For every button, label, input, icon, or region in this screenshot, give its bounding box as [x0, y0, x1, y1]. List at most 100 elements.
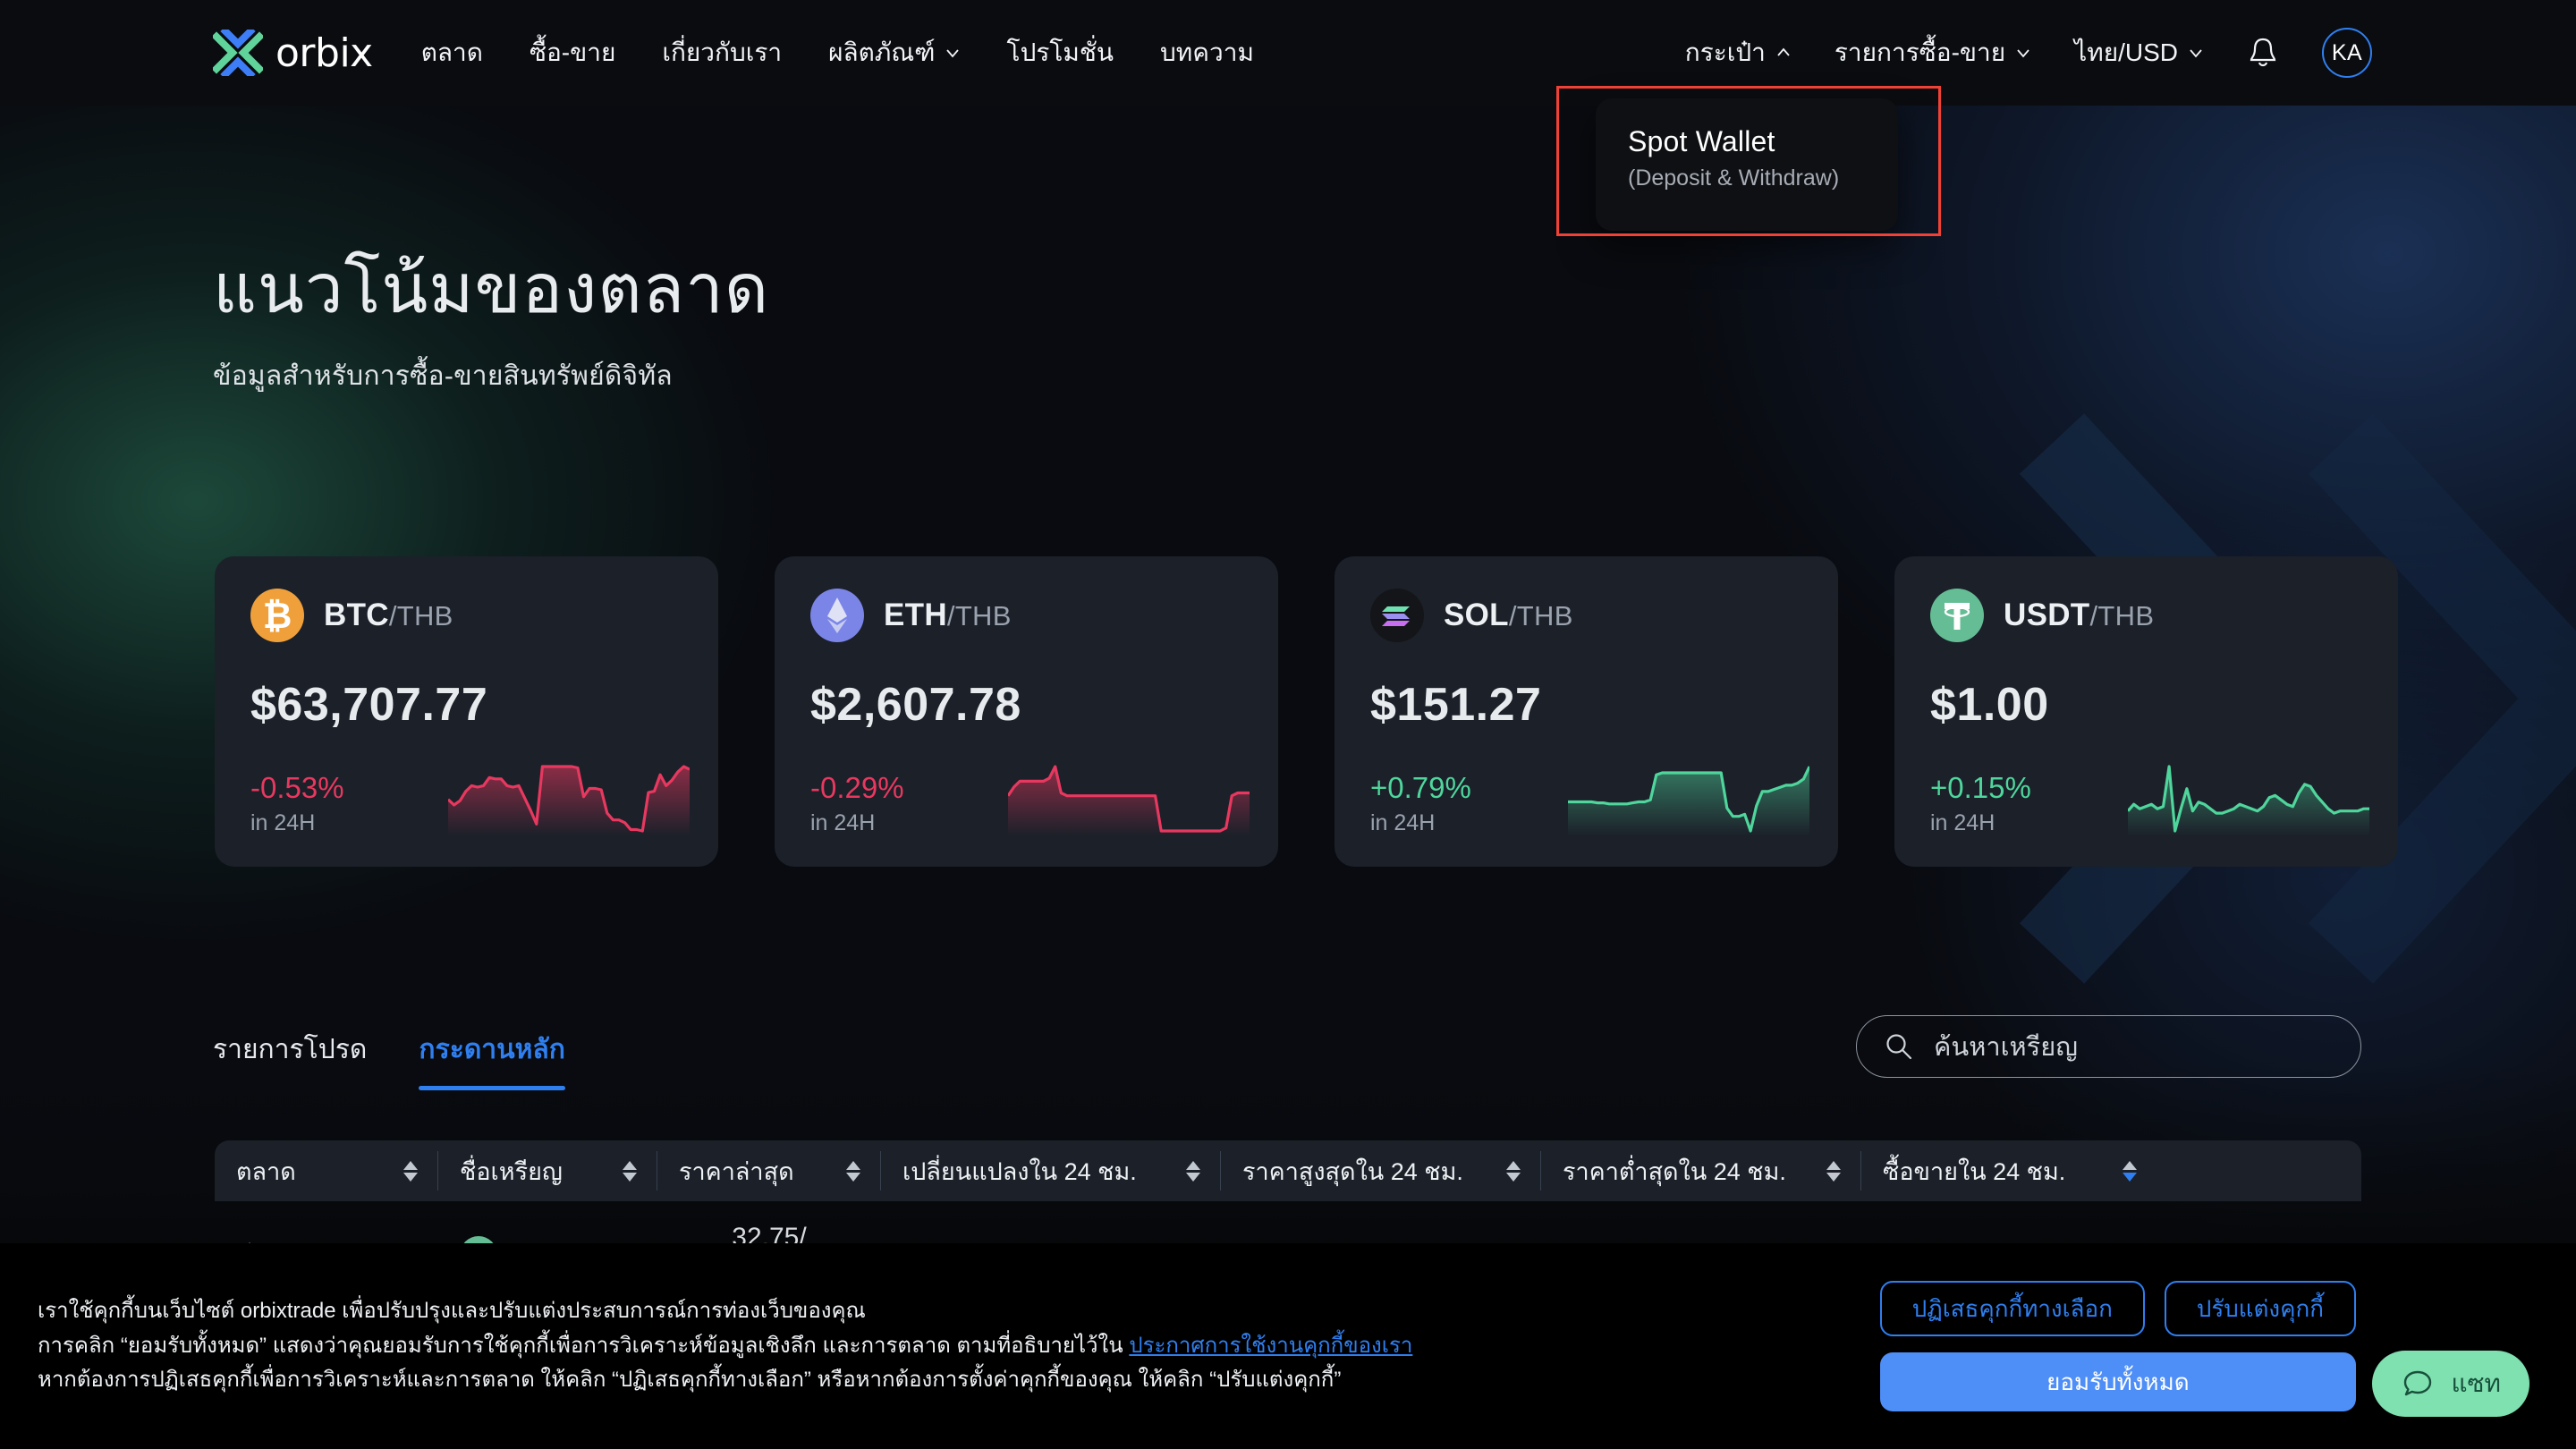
wallet-menu-label: กระเป๋า — [1684, 38, 1766, 66]
wallet-dropdown-panel: Spot Wallet (Deposit & Withdraw) — [1596, 98, 1898, 231]
price-card-btc[interactable]: ₿ BTC/THB $63,707.77 -0.53% in 24H — [215, 556, 718, 867]
nav-item-about[interactable]: เกี่ยวกับเรา — [662, 33, 782, 72]
sort-arrows[interactable] — [403, 1160, 418, 1182]
nav-item-label: ตลาด — [420, 38, 483, 66]
hero-section: แนวโน้มของตลาด ข้อมูลสำหรับการซื้อ-ขายสิ… — [213, 247, 769, 397]
nav-item-label: ซื้อ-ขาย — [529, 38, 616, 66]
column-header-last-price[interactable]: ราคาล่าสุด — [657, 1151, 881, 1191]
sort-arrows[interactable] — [623, 1160, 637, 1182]
column-header-market[interactable]: ตลาด — [215, 1151, 438, 1191]
cookie-line-2: การคลิก “ยอมรับทั้งหมด” แสดงว่าคุณยอมรับ… — [38, 1329, 1412, 1364]
chat-bubble-icon — [2404, 1370, 2432, 1396]
nav-item-articles[interactable]: บทความ — [1160, 33, 1254, 72]
sparkline-chart — [448, 765, 690, 836]
nav-item-products[interactable]: ผลิตภัณฑ์ — [828, 33, 960, 72]
sort-arrows[interactable] — [1186, 1160, 1200, 1182]
column-label: ราคาล่าสุด — [679, 1157, 794, 1185]
page-title: แนวโน้มของตลาด — [213, 251, 770, 327]
card-header: ETH/THB — [810, 589, 1242, 642]
column-label: ราคาต่ำสุดใน 24 ชม. — [1563, 1157, 1786, 1185]
price-card-usdt[interactable]: USDT/THB $1.00 +0.15% in 24H — [1894, 556, 2398, 867]
cookie-line-3: หากต้องการปฏิเสธคุกกี้เพื่อการวิเคราะห์แ… — [38, 1368, 1342, 1393]
language-currency-selector[interactable]: ไทย/USD — [2074, 33, 2204, 72]
card-price: $151.27 — [1370, 679, 1542, 731]
cookie-line-2-text: การคลิก “ยอมรับทั้งหมด” แสดงว่าคุณยอมรับ… — [38, 1333, 1130, 1358]
search-input[interactable]: ค้นหาเหรียญ — [1856, 1015, 2361, 1078]
card-quote: /THB — [388, 600, 453, 631]
card-pair: ETH/THB — [884, 597, 1012, 633]
nav-item-label: บทความ — [1160, 38, 1254, 66]
card-period: in 24H — [1370, 810, 1436, 835]
customize-cookies-button[interactable]: ปรับแต่งคุกกี้ — [2164, 1281, 2356, 1336]
page-subtitle: ข้อมูลสำหรับการซื้อ-ขายสินทรัพย์ดิจิทัล — [213, 361, 673, 391]
logo[interactable]: orbix — [213, 30, 373, 76]
nav-item-promotion[interactable]: โปรโมชั่น — [1007, 33, 1114, 72]
card-change: +0.15% — [1930, 771, 2031, 805]
cookie-banner-text: เราใช้คุกกี้บนเว็บไซต์ orbixtrade เพื่อป… — [38, 1294, 1412, 1399]
card-change: +0.79% — [1370, 771, 1471, 805]
card-pair: USDT/THB — [2004, 597, 2154, 633]
price-card-eth[interactable]: ETH/THB $2,607.78 -0.29% in 24H — [775, 556, 1278, 867]
chat-button-label: แซท — [2451, 1369, 2501, 1397]
spot-wallet-menu-item[interactable]: Spot Wallet — [1628, 125, 1775, 157]
chat-button[interactable]: แซท — [2372, 1351, 2529, 1417]
tab-main-board[interactable]: กระดานหลัก — [419, 1029, 565, 1090]
chevron-up-icon — [1777, 47, 1790, 56]
column-label: ตลาด — [236, 1157, 296, 1185]
column-header-coin-name[interactable]: ชื่อเหรียญ — [438, 1151, 657, 1191]
price-card-list: ₿ BTC/THB $63,707.77 -0.53% in 24H ETH/T — [215, 556, 2398, 867]
column-label: ราคาสูงสุดใน 24 ชม. — [1242, 1157, 1463, 1185]
sort-arrows[interactable] — [2123, 1160, 2137, 1182]
notification-bell-icon[interactable] — [2247, 35, 2279, 71]
nav-item-market[interactable]: ตลาด — [421, 33, 483, 72]
card-change: -0.53% — [250, 771, 344, 805]
card-base: USDT — [2004, 597, 2090, 632]
sort-arrows[interactable] — [1826, 1160, 1841, 1182]
column-header-low-24h[interactable]: ราคาต่ำสุดใน 24 ชม. — [1541, 1151, 1861, 1191]
search-placeholder: ค้นหาเหรียญ — [1934, 1033, 2078, 1062]
price-card-sol[interactable]: SOL/THB $151.27 +0.79% in 24H — [1335, 556, 1838, 867]
orbix-logo-icon — [213, 30, 263, 76]
orders-menu-label: รายการซื้อ-ขาย — [1834, 38, 2006, 66]
card-pair: SOL/THB — [1444, 597, 1573, 633]
chevron-down-icon — [2190, 49, 2202, 58]
orders-menu-button[interactable]: รายการซื้อ-ขาย — [1835, 33, 2031, 72]
chevron-down-icon — [945, 49, 959, 58]
column-header-high-24h[interactable]: ราคาสูงสุดใน 24 ชม. — [1221, 1151, 1541, 1191]
spot-wallet-subtitle: (Deposit & Withdraw) — [1628, 165, 1840, 191]
header-right-group: กระเป๋า รายการซื้อ-ขาย ไทย/USD KA — [1685, 28, 2372, 78]
card-header: SOL/THB — [1370, 589, 1802, 642]
reject-optional-cookies-button[interactable]: ปฏิเสธคุกกี้ทางเลือก — [1879, 1281, 2145, 1336]
wallet-menu-button[interactable]: กระเป๋า — [1685, 33, 1792, 72]
column-header-change-24h[interactable]: เปลี่ยนแปลงใน 24 ชม. — [881, 1151, 1221, 1191]
column-label: เปลี่ยนแปลงใน 24 ชม. — [902, 1157, 1137, 1185]
cookie-policy-link[interactable]: ประกาศการใช้งานคุกกี้ของเรา — [1129, 1333, 1413, 1358]
card-header: USDT/THB — [1930, 589, 2362, 642]
cookie-line-1: เราใช้คุกกี้บนเว็บไซต์ orbixtrade เพื่อป… — [38, 1298, 866, 1323]
solana-icon — [1370, 589, 1424, 642]
column-header-volume-24h[interactable]: ซื้อขายใน 24 ชม. — [1861, 1151, 2157, 1191]
sort-arrows[interactable] — [846, 1160, 860, 1182]
card-quote: /THB — [946, 600, 1012, 631]
language-currency-label: ไทย/USD — [2074, 38, 2178, 66]
main-nav: ตลาด ซื้อ-ขาย เกี่ยวกับเรา ผลิตภัณฑ์ โปร… — [421, 33, 1254, 72]
card-quote: /THB — [2089, 600, 2155, 631]
card-footer: +0.15% in 24H — [1930, 756, 2369, 836]
nav-item-trade[interactable]: ซื้อ-ขาย — [530, 33, 615, 72]
ethereum-icon — [810, 589, 864, 642]
avatar-initials: KA — [2331, 39, 2363, 65]
card-period: in 24H — [810, 810, 876, 835]
accept-all-cookies-button[interactable]: ยอมรับทั้งหมด — [1879, 1352, 2356, 1411]
card-pair: BTC/THB — [324, 597, 453, 633]
site-header: orbix ตลาด ซื้อ-ขาย เกี่ยวกับเรา ผลิตภัณ… — [0, 0, 2576, 106]
user-avatar[interactable]: KA — [2322, 28, 2372, 78]
sort-arrows[interactable] — [1506, 1160, 1521, 1182]
tab-favorites[interactable]: รายการโปรด — [213, 1029, 367, 1090]
logo-text: orbix — [275, 30, 373, 76]
card-base: ETH — [884, 597, 947, 632]
card-footer: -0.53% in 24H — [250, 756, 690, 836]
cookie-button-row: ปฏิเสธคุกกี้ทางเลือก ปรับแต่งคุกกี้ — [1879, 1281, 2356, 1336]
card-price: $1.00 — [1930, 679, 2049, 731]
search-icon — [1886, 1034, 1912, 1060]
sparkline-chart — [1568, 766, 1809, 836]
